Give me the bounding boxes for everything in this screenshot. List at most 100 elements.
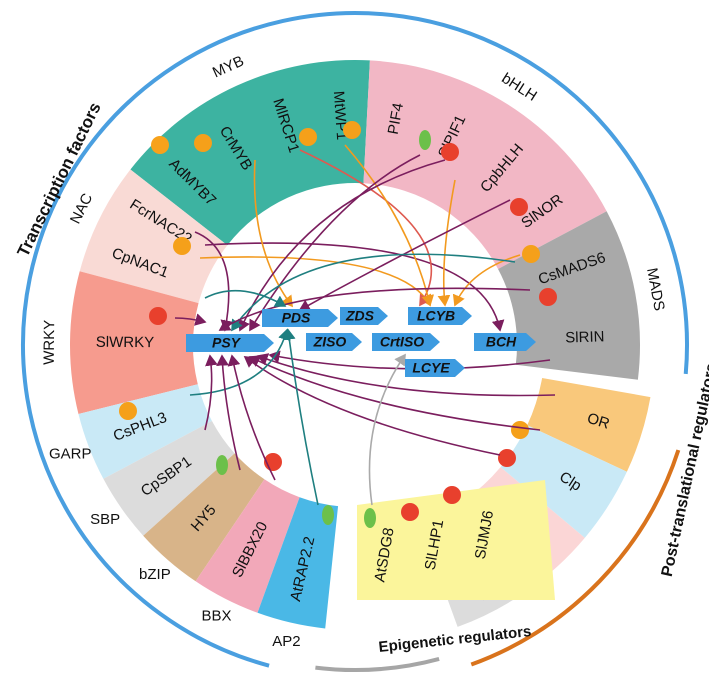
arrow <box>344 144 435 307</box>
group-label: BBX <box>202 608 232 625</box>
arrow <box>238 159 446 332</box>
icon <box>119 402 137 420</box>
group-label: GARP <box>49 445 92 462</box>
arrow <box>253 159 293 308</box>
sector-band <box>103 421 235 536</box>
arrow <box>368 353 406 506</box>
icon <box>522 245 540 263</box>
regulator-label: OR <box>585 410 612 433</box>
icon <box>299 128 317 146</box>
group-label: MYB <box>210 53 247 82</box>
group-label: AP2 <box>272 633 300 650</box>
category-arc <box>21 11 689 668</box>
category-label: Transcription factors <box>13 99 104 259</box>
icon <box>194 134 212 152</box>
sector-band <box>363 60 607 269</box>
arrow <box>437 179 456 307</box>
icon <box>343 121 361 139</box>
group-label: WRKY <box>41 320 58 365</box>
enzyme-arrow <box>186 334 274 352</box>
category-label: Post-translational regulators <box>659 362 709 579</box>
regulator-label: PIF4 <box>385 102 407 136</box>
icon <box>498 449 516 467</box>
icon <box>216 455 228 475</box>
sector-band <box>143 453 265 582</box>
group-label: NAC <box>67 191 96 227</box>
sector-band <box>195 479 300 613</box>
sector-band <box>500 425 627 538</box>
arrow <box>243 356 501 456</box>
category-arc <box>315 656 440 672</box>
arrow <box>216 354 241 471</box>
arrow <box>199 256 432 307</box>
icon <box>511 421 529 439</box>
sector-band <box>257 497 339 629</box>
enzyme-label: CrtISO <box>380 334 424 350</box>
enzyme-arrow <box>474 333 536 351</box>
arrow <box>227 354 276 481</box>
icon <box>364 508 376 528</box>
arrow <box>218 287 531 331</box>
group-label: MADS <box>643 266 668 312</box>
regulation-arrows <box>174 144 556 506</box>
arrow <box>204 289 287 307</box>
arrow <box>231 253 516 332</box>
icon <box>322 505 334 525</box>
regulator-label: SlRIN <box>565 328 605 346</box>
enzyme-label: ZISO <box>313 334 347 350</box>
sector-band <box>69 271 199 414</box>
category-arc <box>470 449 681 667</box>
arrow <box>204 354 218 431</box>
category-label: Epigenetic regulators <box>378 623 532 656</box>
arrow <box>299 149 433 307</box>
enzyme-arrow <box>372 333 440 351</box>
enzyme-arrow <box>262 309 338 327</box>
enzyme-arrow <box>340 307 388 325</box>
arrow <box>282 328 319 506</box>
enzyme-label: LCYB <box>417 308 455 324</box>
sector-band <box>78 384 212 479</box>
arrow <box>256 353 556 397</box>
icon <box>151 136 169 154</box>
icon <box>441 143 459 161</box>
icon <box>149 307 167 325</box>
group-label: SBP <box>90 511 120 528</box>
enzyme-label: ZDS <box>345 308 375 324</box>
sector: SlWRKY WRKY <box>41 271 199 414</box>
arrow <box>452 254 521 307</box>
rings: Transcription factors Post-translational … <box>13 11 709 672</box>
icon <box>510 198 528 216</box>
sector-band <box>527 377 651 472</box>
enzyme-arrow <box>306 333 362 351</box>
enzyme-label: LCYE <box>412 360 450 376</box>
arrow <box>189 328 291 396</box>
group-label: bZIP <box>139 566 171 583</box>
arrow <box>194 231 234 332</box>
group-label: bHLH <box>498 70 539 105</box>
enzyme-arrow <box>405 359 465 377</box>
icon <box>443 486 461 504</box>
icon <box>419 130 431 150</box>
regulator-label: SlWRKY <box>96 334 154 352</box>
enzyme-label: PSY <box>212 335 242 351</box>
sector-band <box>79 169 228 304</box>
arrow <box>174 313 207 326</box>
enzyme-arrow <box>408 307 472 325</box>
enzyme-label: PDS <box>282 310 311 326</box>
sector-band <box>130 60 370 246</box>
icon <box>173 237 191 255</box>
arrow <box>248 355 541 431</box>
icon <box>539 288 557 306</box>
enzyme-label: BCH <box>486 334 517 350</box>
icon <box>401 503 419 521</box>
